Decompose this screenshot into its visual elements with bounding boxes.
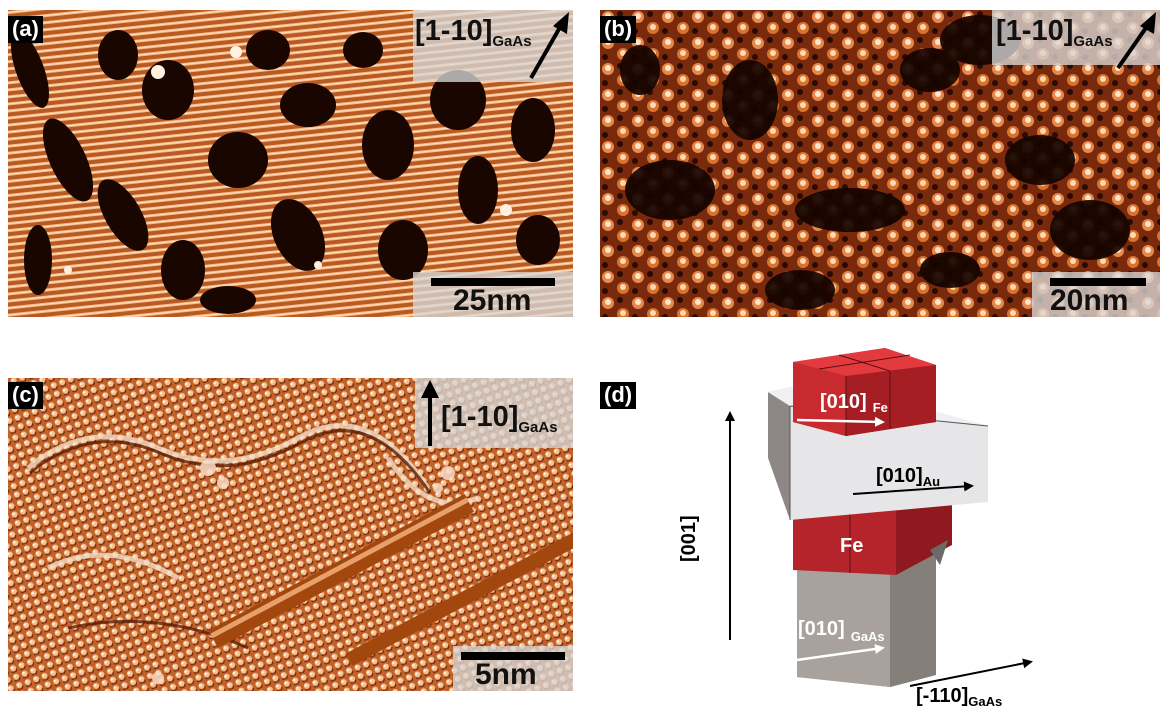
fe-top-block xyxy=(793,348,936,436)
direction-label-b: [1-10]GaAs xyxy=(996,16,1113,57)
direction-label-c: [1-10]GaAs xyxy=(441,402,558,443)
fe-direction-label: [010] Fe xyxy=(820,391,888,415)
direction-b-text: [1-10] xyxy=(996,15,1074,47)
direction-box-a: [1-10]GaAs xyxy=(413,10,573,82)
panel-a-label: (a) xyxy=(8,16,43,43)
scale-bar-a xyxy=(431,278,555,286)
direction-box-b: [1-10]GaAs xyxy=(992,10,1160,70)
axis-m110-label: [-110]GaAs xyxy=(916,685,1002,709)
axis-001-label: [001] xyxy=(678,515,700,562)
panel-d: [010] Fe [010]Au Fe [010] GaAs [001] [-110… xyxy=(600,330,1163,709)
panel-b-label: (b) xyxy=(600,16,637,43)
direction-arrow-c xyxy=(421,380,439,446)
scale-bar-b xyxy=(1050,278,1146,286)
scale-box-a: 25nm xyxy=(413,272,573,317)
fe-label: Fe xyxy=(840,535,863,557)
direction-b-sub: GaAs xyxy=(1073,33,1113,50)
panel-c-label: (c) xyxy=(8,382,43,409)
axis-m110-arrow xyxy=(909,658,1033,687)
scale-box-c: 5nm xyxy=(453,646,573,691)
panel-c: (c) [1-10]GaAs 5nm xyxy=(8,378,573,691)
scale-label-b: 20nm xyxy=(1050,284,1129,317)
direction-arrow-a xyxy=(529,12,569,79)
au-direction-arrow xyxy=(852,481,974,495)
panel-b: (b) [1-10]GaAs 20nm xyxy=(600,10,1160,317)
direction-label-a: [1-10]GaAs xyxy=(415,16,532,57)
panel-a: (a) [1-10]GaAs 25nm xyxy=(8,10,573,317)
panel-d-label: (d) xyxy=(600,382,637,409)
au-direction-label: [010]Au xyxy=(876,465,940,489)
scale-box-b: 20nm xyxy=(1032,272,1160,317)
scale-label-c: 5nm xyxy=(475,658,537,691)
direction-arrow-b xyxy=(1116,12,1156,70)
scale-bar-c xyxy=(461,652,565,660)
gaas-direction-arrow xyxy=(796,644,885,662)
gaas-direction-label: [010] GaAs xyxy=(798,618,885,644)
direction-a-text: [1-10] xyxy=(415,15,493,47)
fe-direction-arrow xyxy=(796,416,885,427)
crystal-stack-diagram: [010] Fe [010]Au Fe [010] GaAs [001] [-110… xyxy=(678,348,1033,709)
direction-box-c: [1-10]GaAs xyxy=(415,378,573,448)
direction-a-sub: GaAs xyxy=(492,33,532,50)
direction-c-text: [1-10] xyxy=(441,401,519,433)
scale-label-a: 25nm xyxy=(453,284,532,317)
direction-c-sub: GaAs xyxy=(518,419,558,436)
